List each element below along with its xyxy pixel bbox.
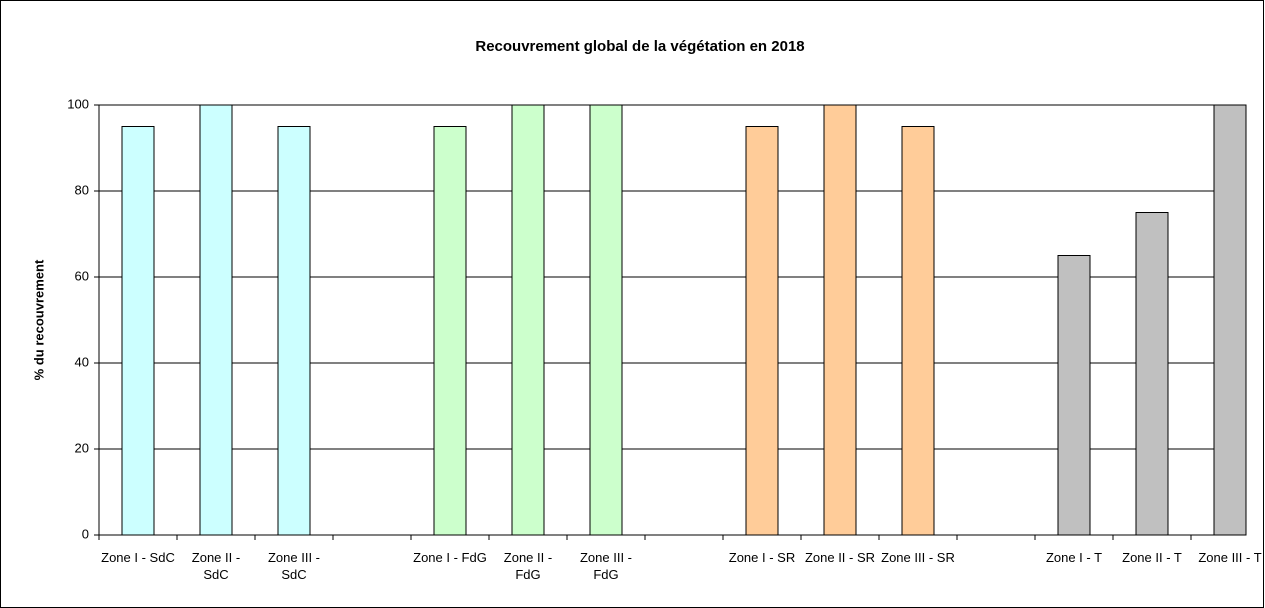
x-tick-label: Zone III - FdG (579, 550, 633, 582)
x-tick-label: Zone II - FdG (503, 550, 553, 582)
bar (1135, 212, 1169, 536)
bar (745, 126, 779, 536)
x-tick-label: Zone I - SdC (101, 550, 175, 565)
x-tick-label: Zone III - SdC (267, 550, 321, 582)
x-tick-label: Zone III - T (1198, 550, 1262, 565)
bar (1057, 255, 1091, 536)
bar (901, 126, 935, 536)
y-tick-label: 100 (67, 96, 89, 111)
bar (823, 104, 857, 536)
bar (511, 104, 545, 536)
x-tick-label: Zone I - SR (728, 550, 796, 565)
bar (277, 126, 311, 536)
bar (433, 126, 467, 536)
y-tick-label: 80 (75, 182, 89, 197)
chart-title: Recouvrement global de la végétation en … (475, 38, 804, 55)
y-tick-label: 60 (75, 268, 89, 283)
x-tick-label: Zone II - T (1122, 550, 1182, 565)
y-tick-label: 0 (82, 526, 89, 541)
x-tick-label: Zone I - T (1045, 550, 1103, 565)
bar (121, 126, 155, 536)
x-tick-label: Zone II - SR (804, 550, 876, 565)
x-tick-label: Zone II - SdC (191, 550, 241, 582)
bar (199, 104, 233, 536)
bar (589, 104, 623, 536)
x-tick-label: Zone I - FdG (413, 550, 487, 565)
y-tick-label: 40 (75, 354, 89, 369)
bar (1213, 104, 1247, 536)
x-tick-label: Zone III - SR (881, 550, 955, 565)
y-tick-label: 20 (75, 440, 89, 455)
y-axis-label: % du recouvrement (31, 259, 46, 380)
